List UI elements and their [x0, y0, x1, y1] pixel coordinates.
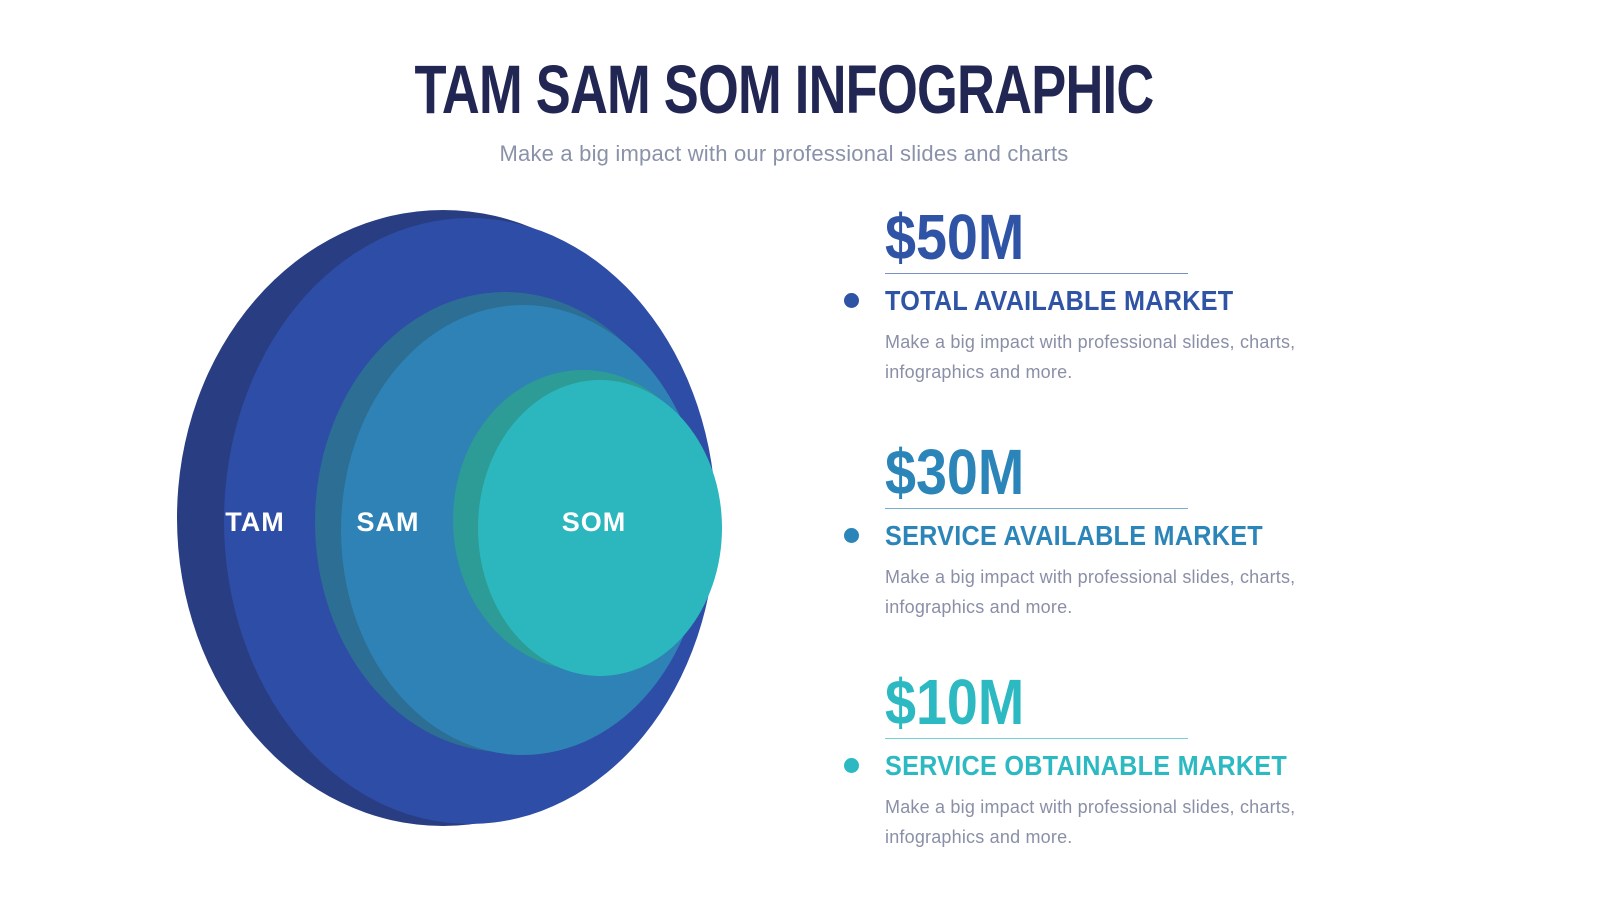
divider-line	[885, 738, 1188, 739]
metric-value: $30M	[885, 436, 1025, 508]
description-line: Make a big impact with professional slid…	[885, 797, 1296, 817]
metric-heading: TOTAL AVAILABLE MARKET	[885, 285, 1234, 316]
metric-value: $10M	[885, 666, 1025, 738]
divider-line	[885, 508, 1188, 509]
description-line: infographics and more.	[885, 362, 1073, 382]
bullet-icon	[844, 293, 859, 308]
description-line: Make a big impact with professional slid…	[885, 332, 1296, 352]
som-circle	[478, 380, 722, 676]
metric-heading: SERVICE AVAILABLE MARKET	[885, 520, 1263, 551]
metric-heading: SERVICE OBTAINABLE MARKET	[885, 750, 1288, 781]
sam-label: SAM	[357, 507, 420, 537]
description-line: Make a big impact with professional slid…	[885, 567, 1296, 587]
som-label: SOM	[562, 507, 627, 537]
page-subtitle: Make a big impact with our professional …	[499, 141, 1069, 166]
description-line: infographics and more.	[885, 597, 1073, 617]
divider-line	[885, 273, 1188, 274]
metric-description: Make a big impact with professional slid…	[885, 562, 1345, 622]
metric-value: $50M	[885, 201, 1025, 273]
metric-section-sam: $30M SERVICE AVAILABLE MARKET Make a big…	[844, 436, 1355, 617]
tam-sam-som-diagram: TAM SAM SOM	[177, 210, 722, 826]
metric-description: Make a big impact with professional slid…	[885, 327, 1345, 387]
description-line: infographics and more.	[885, 827, 1073, 847]
metric-section-tam: $50M TOTAL AVAILABLE MARKET Make a big i…	[844, 201, 1355, 382]
bullet-icon	[844, 758, 859, 773]
page-title: TAM SAM SOM INFOGRAPHIC	[414, 51, 1154, 128]
bullet-icon	[844, 528, 859, 543]
tam-label: TAM	[225, 507, 284, 537]
header: TAM SAM SOM INFOGRAPHIC Make a big impac…	[0, 50, 1568, 167]
metric-section-som: $10M SERVICE OBTAINABLE MARKET Make a bi…	[844, 666, 1355, 847]
metric-description: Make a big impact with professional slid…	[885, 792, 1345, 852]
